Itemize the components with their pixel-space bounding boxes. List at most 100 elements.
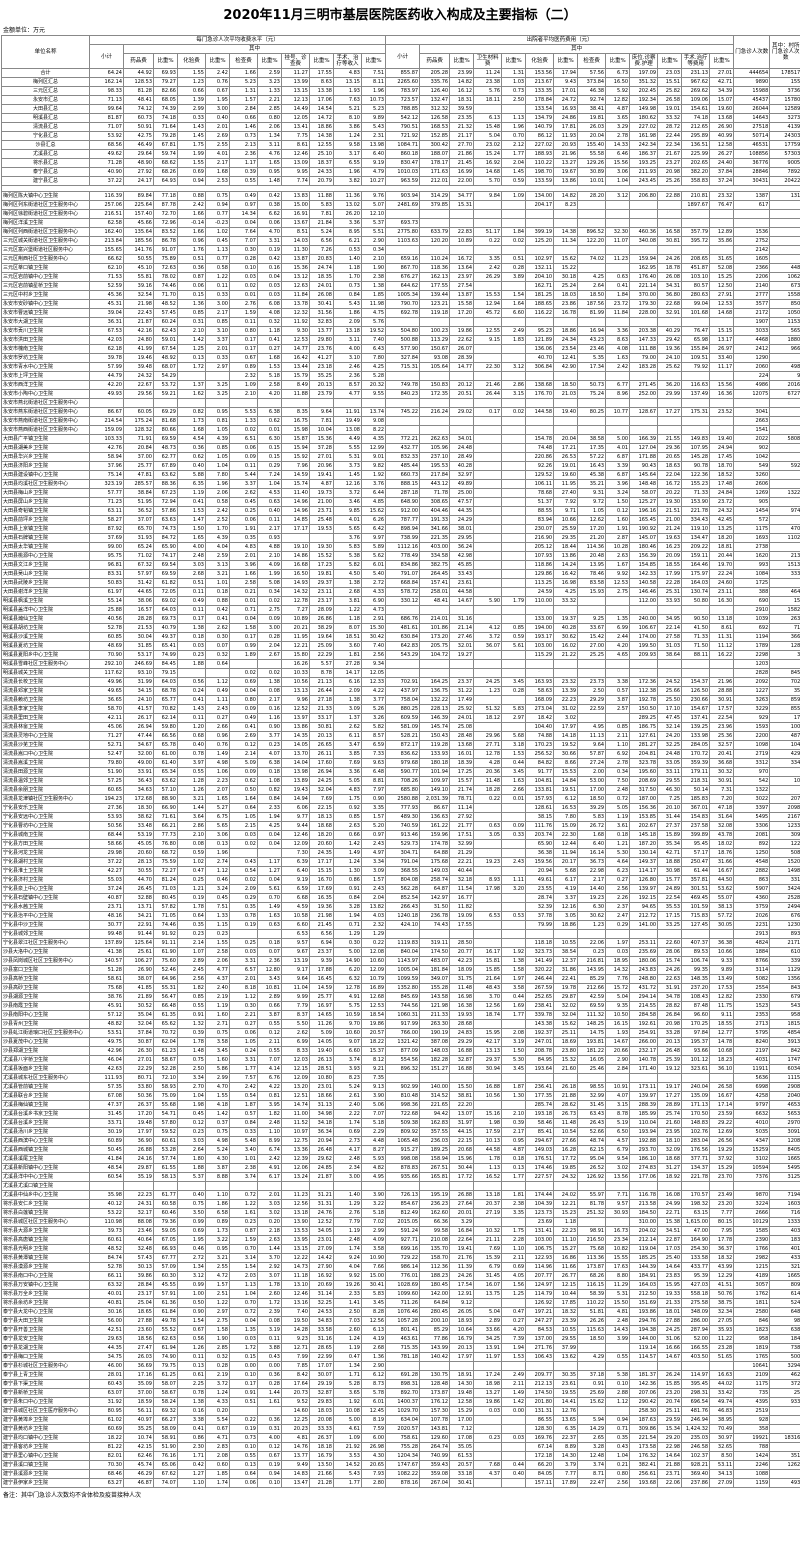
value-cell: 18.74 xyxy=(473,1010,503,1020)
value-cell xyxy=(501,587,527,597)
value-cell: 143.95 xyxy=(577,965,607,975)
value-cell: 18316 xyxy=(769,1433,800,1443)
value-cell: 53.00 xyxy=(577,776,607,786)
table-row: 大田县吴山乡卫生院 83.31 57.97 69.59 2.68 3.21 1.66 1.99… xyxy=(1,569,800,579)
value-cell: 804.08 xyxy=(385,875,421,885)
value-cell: 34.67 xyxy=(123,740,154,750)
value-cell: 1.42 xyxy=(501,1397,527,1407)
value-cell: 23.37 xyxy=(449,677,475,687)
value-cell: 3.21 xyxy=(177,794,206,804)
value-cell: 18.69 xyxy=(553,1037,579,1047)
value-cell: 2.99 xyxy=(205,1073,230,1083)
value-cell: 5.70 xyxy=(473,176,503,186)
value-cell: 0.77 xyxy=(205,254,230,264)
value-cell: 194.38 xyxy=(629,1325,659,1335)
value-cell xyxy=(629,929,659,939)
value-cell: 30.77 xyxy=(89,920,124,930)
value-cell: 17.72 xyxy=(449,1172,475,1182)
value-cell: 6.56 xyxy=(309,929,334,939)
value-cell: 44.35 xyxy=(89,1343,124,1353)
value-cell: 34.15 xyxy=(123,686,154,696)
value-cell: 15.85 xyxy=(657,1379,683,1389)
value-cell: 181.37 xyxy=(629,1370,659,1380)
value-cell: 28.89 xyxy=(657,1100,683,1110)
value-cell: 25.62 xyxy=(657,362,683,372)
unit-name-cell: 尤溪县八字桥卫生院 xyxy=(1,1055,90,1065)
value-cell xyxy=(605,263,631,273)
value-cell: 2.06 xyxy=(205,956,230,966)
value-cell: 48.69 xyxy=(89,641,124,651)
value-cell: 8.27 xyxy=(360,1145,387,1155)
value-cell: 1233 xyxy=(769,821,800,831)
value-cell: 0.12 xyxy=(605,506,631,516)
value-cell: 52.59 xyxy=(89,281,124,291)
value-cell: 0.97 xyxy=(360,830,387,840)
value-cell: 23.72 xyxy=(605,299,631,309)
value-cell: 0.06 xyxy=(229,1028,258,1038)
value-cell: 101.94 xyxy=(419,767,451,777)
value-cell: 22.23 xyxy=(553,695,579,705)
value-cell: 129.86 xyxy=(525,569,555,579)
value-cell: 14.04 xyxy=(281,758,310,768)
value-cell: 790.70 xyxy=(385,299,421,309)
value-cell: 23.59 xyxy=(709,1109,735,1119)
value-cell: 2.33 xyxy=(257,803,282,813)
value-cell: 0.72 xyxy=(605,794,631,804)
value-cell: 2.85 xyxy=(257,104,282,114)
value-cell: 7.07 xyxy=(229,236,258,246)
value-cell: 12.82 xyxy=(605,95,631,105)
value-cell: 2606 xyxy=(733,479,771,489)
value-cell xyxy=(385,317,421,327)
value-cell: 7.96 xyxy=(281,461,310,471)
unit-name-cell: 大田县上京镇卫生院 xyxy=(1,524,90,534)
value-cell: 60.43 xyxy=(89,1379,124,1389)
value-cell: 3.18 xyxy=(501,740,527,750)
value-cell: 72.94 xyxy=(153,497,178,507)
value-cell: 0.91 xyxy=(229,1388,258,1398)
value-cell: 30.81 xyxy=(657,236,683,246)
value-cell: 5.61 xyxy=(257,884,282,894)
column-header: 比重% xyxy=(449,53,475,69)
value-cell: 2.84 xyxy=(229,104,258,114)
value-cell: 149.10 xyxy=(419,785,451,795)
value-cell: 67.89 xyxy=(153,461,178,471)
value-cell: 78.68 xyxy=(525,488,555,498)
value-cell xyxy=(257,659,282,669)
value-cell: 2.40 xyxy=(333,1100,362,1110)
table-row: 大田县奇韬镇卫生院 63.11 36.52 57.86 1.53 2.42 0.25 0.40… xyxy=(1,506,800,516)
value-cell: 7.79 xyxy=(333,1217,362,1227)
value-cell xyxy=(501,614,527,624)
value-cell: 8.63 xyxy=(605,335,631,345)
value-cell: 1.92 xyxy=(360,470,387,480)
value-cell: 128.67 xyxy=(629,407,659,417)
value-cell: 39.86 xyxy=(123,1271,154,1281)
value-cell: 33.32 xyxy=(657,113,683,123)
value-cell: 3.72 xyxy=(473,632,503,642)
value-cell: 1.77 xyxy=(229,1064,258,1074)
value-cell: 1.16 xyxy=(257,713,282,723)
value-cell: 738 xyxy=(769,1343,800,1353)
value-cell: 21.33 xyxy=(309,704,334,714)
value-cell: 64.03 xyxy=(153,605,178,615)
unit-name-cell: 明溪县汇总 xyxy=(1,113,90,123)
value-cell: 74.43 xyxy=(419,920,451,930)
value-cell: 75.60 xyxy=(153,956,178,966)
value-cell: 55.97 xyxy=(577,1190,607,1200)
value-cell xyxy=(177,371,206,381)
value-cell: 493 xyxy=(769,1478,800,1488)
value-cell: 176.56 xyxy=(681,1145,711,1155)
value-cell: 10.01 xyxy=(577,176,607,186)
value-cell: 33.40 xyxy=(709,353,735,363)
value-cell: 202.65 xyxy=(681,158,711,168)
value-cell: 880.25 xyxy=(385,704,421,714)
value-cell: 157.30 xyxy=(419,1406,451,1416)
value-cell: 29.29 xyxy=(577,695,607,705)
value-cell: 31.31 xyxy=(309,1199,334,1209)
value-cell: 1.27 xyxy=(177,1469,206,1479)
value-cell: 0.40 xyxy=(257,506,282,516)
value-cell: 142.33 xyxy=(629,569,659,579)
value-cell: 10.04 xyxy=(309,425,334,435)
value-cell: 2.83 xyxy=(205,1442,230,1452)
value-cell: 4548 xyxy=(733,857,771,867)
